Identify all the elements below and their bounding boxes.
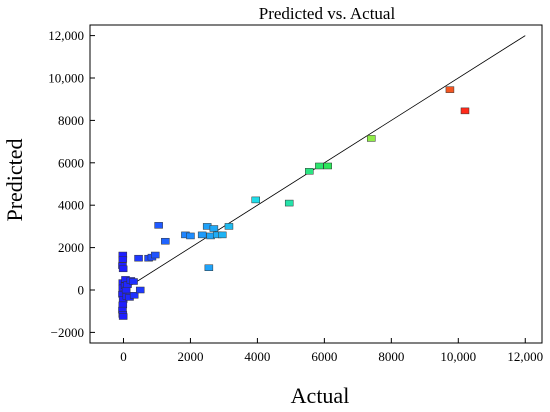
y-axis: −2000 0 2000 4000 6000 8000 10,000 12,000 — [48, 28, 95, 340]
x-tick-label: 2000 — [177, 349, 203, 364]
data-point — [315, 162, 324, 170]
y-tick-label: 10,000 — [48, 71, 84, 86]
y-tick-label: 12,000 — [48, 28, 84, 43]
y-tick-label: 8000 — [58, 113, 84, 128]
data-point — [129, 292, 139, 299]
chart-title: Predicted vs. Actual — [259, 4, 396, 23]
data-points — [118, 86, 470, 320]
data-point — [151, 251, 160, 259]
data-point — [323, 162, 332, 170]
x-tick-label: 6000 — [311, 349, 337, 364]
data-point — [161, 237, 170, 245]
data-point — [118, 256, 128, 263]
y-tick-label: 0 — [78, 283, 85, 298]
y-tick-label: 4000 — [58, 198, 84, 213]
data-point — [204, 264, 214, 271]
y-axis-label: Predicted — [2, 138, 27, 221]
x-tick-label: 12,000 — [507, 349, 543, 364]
x-tick-label: 10,000 — [440, 349, 476, 364]
data-point — [224, 223, 234, 230]
data-point — [218, 231, 227, 239]
data-point — [134, 254, 143, 262]
data-point — [118, 313, 128, 320]
data-point — [460, 107, 470, 115]
plot-frame — [89, 24, 543, 344]
data-point — [135, 286, 145, 294]
data-point — [284, 199, 294, 207]
data-point — [197, 231, 207, 239]
y-tick-label: 2000 — [58, 240, 84, 255]
x-tick-label: 8000 — [378, 349, 404, 364]
data-point — [186, 232, 195, 240]
y-tick-label: −2000 — [51, 325, 84, 340]
data-point — [118, 265, 128, 273]
x-tick-label: 0 — [120, 349, 127, 364]
data-point — [251, 196, 260, 204]
data-point — [154, 222, 163, 229]
data-point — [129, 278, 138, 285]
data-point — [445, 86, 455, 93]
x-tick-label: 4000 — [244, 349, 270, 364]
data-point — [209, 225, 219, 232]
x-axis: 0 2000 4000 6000 8000 10,000 12,000 — [120, 338, 543, 364]
data-point — [305, 168, 314, 175]
x-axis-label: Actual — [291, 383, 350, 408]
data-point — [366, 135, 376, 142]
y-tick-label: 6000 — [58, 155, 84, 170]
